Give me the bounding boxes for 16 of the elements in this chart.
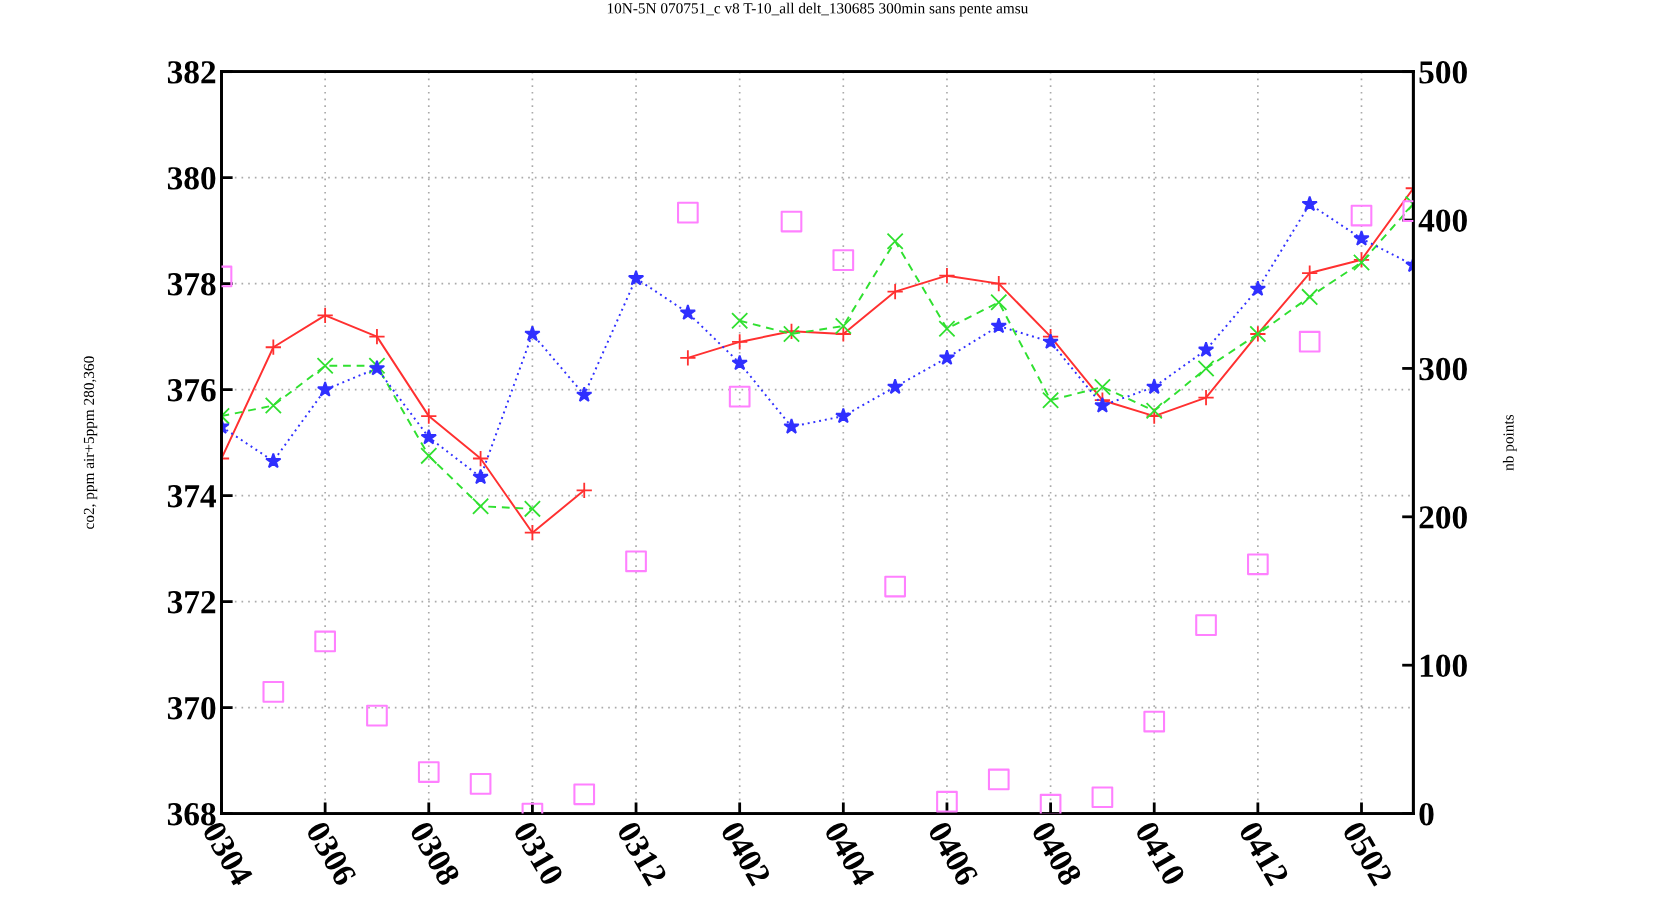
y2-tick-label: 100 (1420, 654, 1467, 678)
y2-tick-label: 300 (1419, 357, 1467, 381)
y-tick-label: 376 (167, 379, 216, 402)
y-tick-label: 374 (167, 485, 217, 508)
y-tick-label: 378 (167, 273, 216, 296)
chart-title: 10N-5N 070751_c v8 T-10_all delt_130685 300min sans pente amsu (607, 2, 1029, 17)
y2-tick-label: 500 (1419, 61, 1467, 84)
y-axis-title: co2, ppm air+5ppm 280,360 (83, 356, 98, 529)
y2-tick-label: 400 (1418, 209, 1467, 232)
y-tick-label: 380 (167, 167, 216, 190)
y2-tick-label: 0 (1419, 802, 1434, 826)
y-tick-label: 370 (167, 696, 216, 720)
y2-axis-title: nb points (1502, 414, 1517, 471)
y2-tick-label: 200 (1419, 506, 1467, 529)
y-tick-label: 382 (167, 61, 216, 84)
y-tick-label: 372 (167, 591, 216, 614)
